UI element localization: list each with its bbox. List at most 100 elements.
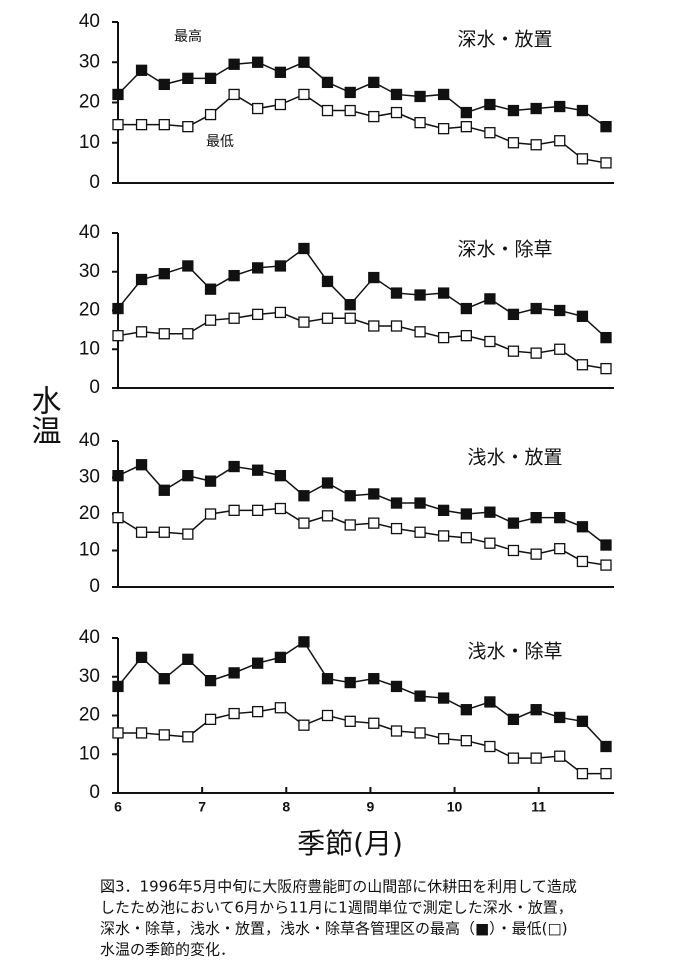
marker <box>321 510 334 522</box>
marker <box>298 316 310 328</box>
marker <box>414 690 426 702</box>
y-tick-label: 0 <box>89 172 100 193</box>
marker <box>158 268 170 280</box>
marker <box>368 320 380 332</box>
marker <box>530 347 542 359</box>
x-tick-label: 10 <box>447 799 463 815</box>
marker <box>507 752 520 764</box>
marker <box>228 504 240 517</box>
marker <box>414 289 426 301</box>
marker <box>344 519 356 531</box>
marker <box>460 735 472 747</box>
marker <box>135 118 148 131</box>
marker <box>204 674 217 687</box>
marker <box>274 651 287 664</box>
x-tick-label: 7 <box>198 799 206 815</box>
marker <box>484 537 496 549</box>
marker <box>530 548 542 560</box>
series-line <box>118 93 607 164</box>
y-tick-label: 30 <box>79 467 100 488</box>
marker <box>530 139 542 151</box>
marker <box>437 331 450 344</box>
series-line <box>117 507 607 566</box>
marker <box>158 729 170 741</box>
marker <box>158 673 170 685</box>
marker <box>321 709 334 722</box>
y-tick-label: 0 <box>89 576 100 597</box>
marker <box>576 767 589 780</box>
marker <box>576 104 589 117</box>
marker <box>530 752 542 764</box>
marker <box>576 715 589 727</box>
marker <box>112 330 124 342</box>
series-line <box>117 311 607 370</box>
y-tick-label: 10 <box>79 743 100 764</box>
marker <box>484 335 496 348</box>
marker <box>460 121 472 133</box>
marker <box>414 727 426 739</box>
marker <box>530 102 542 115</box>
marker <box>298 242 310 255</box>
y-tick-label: 30 <box>79 51 100 72</box>
marker <box>298 636 310 648</box>
series-line <box>118 706 606 775</box>
marker <box>298 88 310 101</box>
marker <box>414 326 426 338</box>
marker <box>182 470 194 482</box>
series-line <box>117 640 607 748</box>
marker <box>252 262 264 274</box>
marker <box>112 88 124 101</box>
marker <box>112 512 124 524</box>
marker <box>344 299 356 311</box>
marker <box>252 308 264 321</box>
marker <box>344 490 356 502</box>
marker <box>600 157 612 169</box>
marker <box>158 328 170 340</box>
marker <box>112 302 124 315</box>
marker <box>437 504 450 517</box>
marker <box>530 512 542 524</box>
marker <box>600 331 612 344</box>
marker <box>135 64 148 76</box>
marker <box>390 497 403 509</box>
marker <box>298 719 310 731</box>
marker <box>530 302 542 315</box>
y-tick-label: 40 <box>79 11 100 32</box>
marker <box>600 362 612 375</box>
y-tick-label: 20 <box>79 92 100 113</box>
marker <box>600 740 612 753</box>
series-line <box>117 463 607 546</box>
marker <box>228 460 240 473</box>
marker <box>135 727 148 739</box>
marker <box>321 104 334 117</box>
marker <box>460 508 472 520</box>
marker <box>507 713 520 726</box>
marker <box>390 680 403 693</box>
marker <box>554 711 566 724</box>
marker <box>437 692 450 704</box>
marker <box>460 330 472 342</box>
marker <box>484 696 496 708</box>
marker <box>298 56 310 68</box>
marker <box>158 78 170 91</box>
marker <box>204 108 217 121</box>
marker <box>390 725 403 737</box>
marker <box>274 702 287 714</box>
marker <box>390 106 403 119</box>
marker <box>368 517 380 529</box>
marker <box>437 287 450 299</box>
marker <box>204 283 217 295</box>
caption-line: 図3．1996年5月中旬に大阪府豊能町の山間部に休耕田を利用して造成 <box>100 878 577 896</box>
marker <box>252 657 264 669</box>
marker <box>228 667 240 679</box>
marker <box>252 504 264 517</box>
y-tick-label: 10 <box>79 338 100 359</box>
marker <box>112 118 124 131</box>
marker <box>600 767 612 780</box>
marker <box>228 58 240 70</box>
marker <box>414 116 426 129</box>
marker <box>252 56 264 68</box>
marker <box>182 260 194 272</box>
marker <box>554 750 566 762</box>
